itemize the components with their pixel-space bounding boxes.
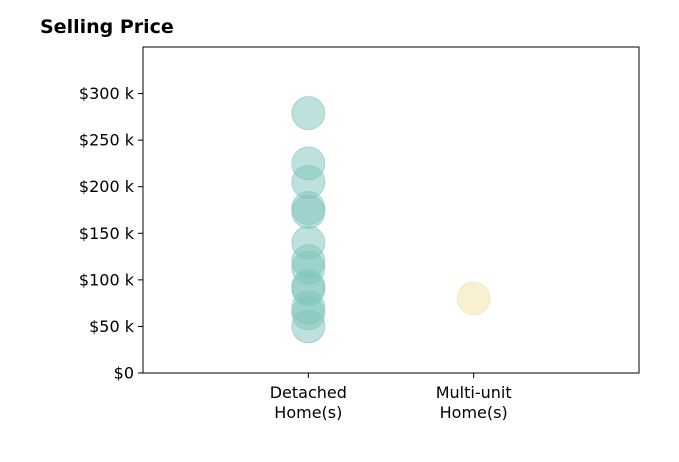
y-tick-label: $50 k (89, 317, 135, 336)
data-point (291, 96, 326, 131)
x-axis: Detached Home(s) Multi-unit Home(s) (270, 373, 512, 422)
chart-title: Selling Price (40, 16, 174, 38)
data-point (291, 194, 326, 229)
data-point (291, 309, 326, 344)
y-tick-label: $300 k (79, 84, 135, 103)
x-tick-label: Multi-unit Home(s) (436, 383, 512, 422)
data-points (291, 96, 491, 344)
y-tick-label: $100 k (79, 270, 135, 289)
data-point (456, 281, 491, 316)
x-tick-label: Detached Home(s) (270, 383, 347, 422)
y-axis: $0 $50 k $100 k $150 k $200 k $250 k $300 k (79, 84, 143, 383)
y-tick-label: $250 k (79, 131, 135, 150)
y-tick-label: $0 (114, 364, 134, 383)
y-tick-label: $200 k (79, 177, 135, 196)
y-tick-label: $150 k (79, 224, 135, 243)
plot-frame (142, 46, 640, 374)
